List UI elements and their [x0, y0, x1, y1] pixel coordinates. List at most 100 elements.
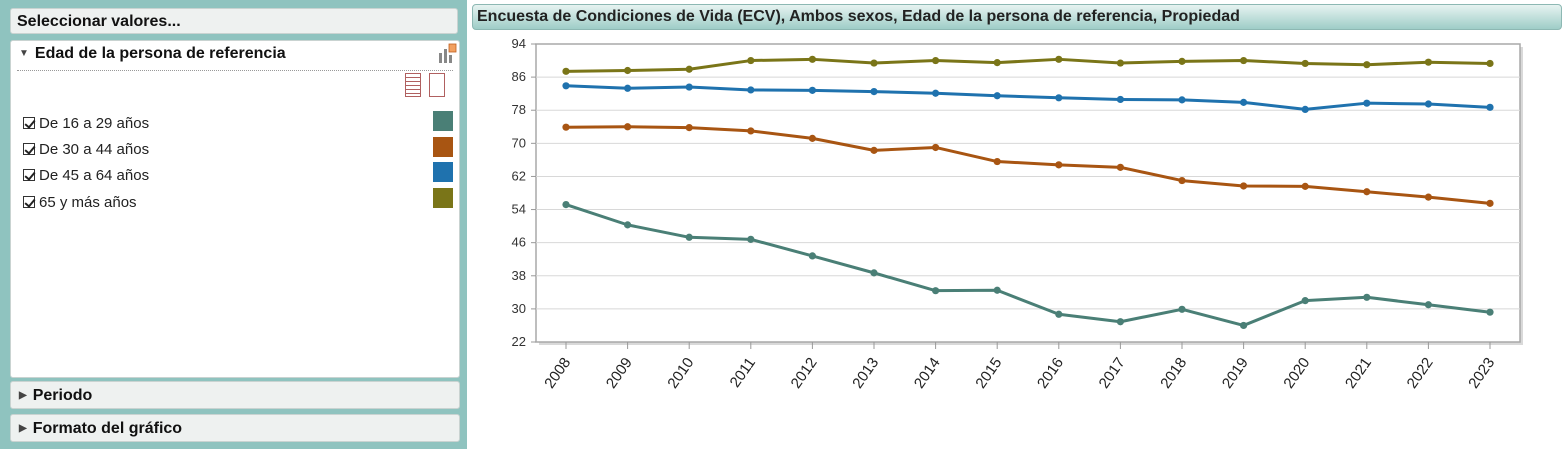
series-color-swatch[interactable]: [433, 111, 453, 131]
data-point: [870, 269, 878, 277]
series-color-swatch[interactable]: [433, 188, 453, 208]
data-point: [993, 92, 1001, 100]
y-tick-label: 38: [512, 268, 526, 283]
data-point: [808, 252, 816, 260]
x-tick-label: 2018: [1157, 355, 1190, 392]
y-tick-label: 94: [512, 36, 526, 51]
period-section[interactable]: ▶ Periodo: [10, 381, 460, 409]
triangle-right-icon: ▶: [19, 390, 27, 401]
y-tick-label: 22: [512, 334, 526, 349]
format-section-header[interactable]: ▶ Formato del gráfico: [19, 420, 182, 438]
data-point: [1486, 103, 1494, 111]
y-tick-label: 86: [512, 69, 526, 84]
y-tick-label: 46: [512, 235, 526, 250]
age-item-30-44[interactable]: De 30 a 44 años: [23, 141, 149, 161]
data-point: [870, 59, 878, 67]
y-tick-label: 78: [512, 102, 526, 117]
data-point: [1363, 61, 1371, 69]
checkbox-checked-icon[interactable]: [23, 143, 35, 155]
x-tick-label: 2011: [727, 355, 759, 391]
series-4: [562, 55, 1494, 75]
data-point: [562, 67, 570, 75]
line-chart: 22 30 38 46 54 62 70 78 86 94 2008 2009 2010 2011 2012…: [512, 36, 1523, 392]
age-item-16-29[interactable]: De 16 a 29 años: [23, 115, 149, 135]
series-3: [562, 82, 1494, 113]
data-point: [1301, 59, 1309, 68]
data-point: [1116, 95, 1124, 104]
data-point: [1424, 301, 1432, 309]
select-values-header: Seleccionar valores...: [10, 8, 458, 34]
data-point: [932, 89, 940, 97]
period-section-title: Periodo: [32, 387, 93, 404]
select-all-icon[interactable]: [405, 73, 421, 97]
period-section-header[interactable]: ▶ Periodo: [19, 387, 92, 405]
y-tick-label: 30: [512, 301, 526, 316]
section-divider: [17, 70, 453, 71]
select-none-icon[interactable]: [429, 73, 445, 97]
x-tick-label: 2023: [1465, 355, 1498, 392]
checkbox-checked-icon[interactable]: [23, 196, 35, 208]
x-tick-label: 2012: [788, 355, 821, 392]
age-item-65-plus[interactable]: 65 y más años: [23, 194, 137, 214]
series-line: [565, 203, 1491, 327]
data-point: [1424, 193, 1432, 201]
x-tick-label: 2016: [1034, 355, 1067, 392]
x-tick-label: 2015: [972, 355, 1005, 392]
format-section-title: Formato del gráfico: [32, 420, 183, 437]
checkbox-checked-icon[interactable]: [23, 117, 35, 129]
data-point: [1116, 318, 1124, 326]
data-point: [624, 221, 632, 229]
data-point: [993, 157, 1001, 166]
data-point: [624, 84, 632, 92]
age-section-header[interactable]: ▼ Edad de la persona de referencia: [19, 45, 286, 63]
data-point: [1486, 59, 1494, 68]
x-tick-label: 2010: [664, 355, 697, 392]
data-point: [747, 56, 755, 65]
series-1: [562, 200, 1494, 330]
data-point: [1178, 57, 1186, 65]
data-point: [932, 287, 940, 295]
x-tick-label: 2008: [541, 355, 574, 392]
data-point: [747, 86, 755, 94]
data-point: [1301, 182, 1309, 190]
data-point: [1055, 55, 1063, 63]
y-tick-label: 70: [512, 135, 526, 150]
y-tick-label: 54: [512, 202, 526, 217]
x-tick-label: 2009: [603, 355, 636, 392]
format-section[interactable]: ▶ Formato del gráfico: [10, 414, 460, 442]
age-item-label: De 30 a 44 años: [39, 141, 150, 158]
data-point: [1240, 56, 1248, 65]
chart-type-icon[interactable]: [437, 43, 457, 65]
y-tick-label: 62: [512, 168, 526, 183]
data-point: [1363, 293, 1371, 301]
data-point: [1486, 199, 1494, 207]
x-tick-label: 2022: [1404, 355, 1437, 392]
age-item-45-64[interactable]: De 45 a 64 años: [23, 167, 149, 187]
data-point: [1486, 308, 1494, 316]
data-point: [1055, 310, 1063, 318]
data-point: [685, 83, 693, 91]
data-point: [808, 55, 816, 63]
data-point: [1240, 98, 1248, 106]
data-point: [562, 123, 570, 131]
age-item-label: De 45 a 64 años: [39, 167, 150, 184]
data-point: [1301, 105, 1309, 113]
data-point: [870, 146, 878, 154]
data-point: [685, 65, 693, 73]
series-2: [562, 123, 1494, 207]
data-point: [1301, 297, 1309, 305]
series-line: [565, 84, 1491, 111]
x-tick-label: 2013: [849, 355, 882, 392]
data-point: [562, 82, 570, 90]
checkbox-checked-icon[interactable]: [23, 169, 35, 181]
data-point: [1116, 59, 1124, 67]
triangle-down-icon: ▼: [19, 48, 29, 59]
series-color-swatch[interactable]: [433, 137, 453, 157]
series-line: [565, 57, 1491, 73]
series-color-swatch[interactable]: [433, 162, 453, 182]
data-point: [685, 233, 693, 241]
data-point: [624, 123, 632, 131]
data-point: [808, 86, 816, 94]
x-tick-label: 2017: [1096, 355, 1129, 392]
data-point: [808, 134, 816, 142]
